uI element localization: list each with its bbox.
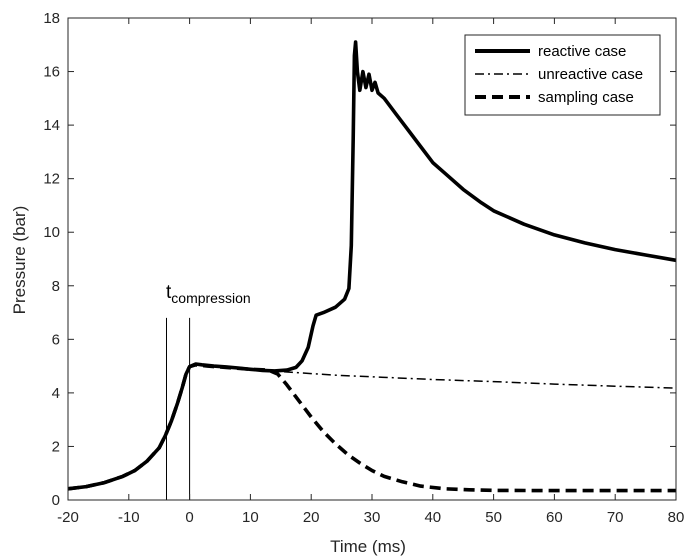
x-tick-label: 20 xyxy=(303,509,320,526)
x-tick-label: 80 xyxy=(668,509,685,526)
x-tick-label: 70 xyxy=(607,509,624,526)
axes-layer: -20 -10 0 10 20 30 40 50 60 70 80 0 2 4 6 8 10 12 14 16 18 xyxy=(43,10,684,526)
legend-label-reactive: reactive case xyxy=(538,43,626,60)
x-tick-label: 50 xyxy=(485,509,502,526)
series-line-sampling-case xyxy=(67,363,676,493)
x-tick-label: -20 xyxy=(57,509,79,526)
x-tick-label: 40 xyxy=(424,509,441,526)
legend-box xyxy=(464,34,661,116)
y-tick-label: 14 xyxy=(43,117,60,134)
y-tick-label: 18 xyxy=(43,10,60,27)
y-tick-label: 0 xyxy=(52,492,60,509)
y-axis-label: Pressure (bar) xyxy=(10,206,29,315)
y-tick-label: 4 xyxy=(52,385,60,402)
annotation-base-text: t xyxy=(166,282,172,303)
y-tick-label: 16 xyxy=(43,64,60,81)
annotation-label: tcompression xyxy=(166,282,251,306)
series-line-reactive-case xyxy=(67,40,677,491)
y-tick-label: 10 xyxy=(43,224,60,241)
y-tick-label: 8 xyxy=(52,278,60,295)
legend-label-sampling: sampling case xyxy=(538,89,634,106)
x-tick-label: 0 xyxy=(185,509,193,526)
x-tick-label: 30 xyxy=(364,509,381,526)
y-tick-label: 2 xyxy=(52,438,60,455)
y-tick-label: 12 xyxy=(43,171,60,188)
legend: reactive case unreactive case sampling c… xyxy=(464,34,661,116)
annotation-layer: tcompression xyxy=(165,282,251,500)
x-axis-label: Time (ms) xyxy=(330,537,406,556)
series-layer xyxy=(67,40,677,493)
annotation-subscript-text: compression xyxy=(171,290,250,306)
y-tick-label: 6 xyxy=(52,331,60,348)
x-tick-label: 10 xyxy=(242,509,259,526)
x-tick-label: -10 xyxy=(118,509,140,526)
x-tick-label: 60 xyxy=(546,509,563,526)
legend-label-unreactive: unreactive case xyxy=(538,66,643,83)
